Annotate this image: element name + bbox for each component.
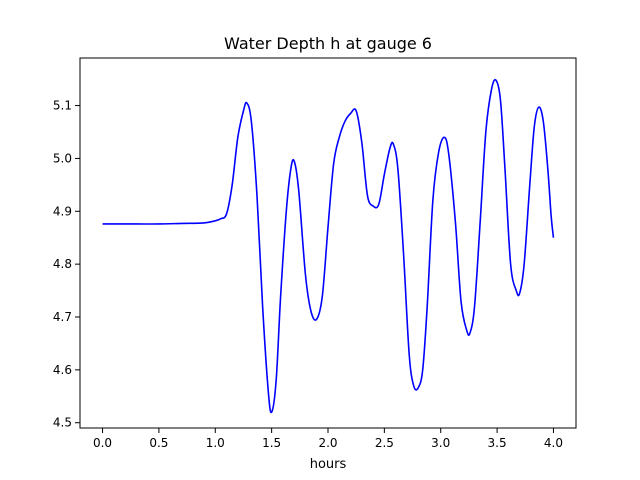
series-line-0 bbox=[102, 78, 555, 414]
x-tick-label: 1.0 bbox=[206, 436, 225, 450]
y-tick-label: 4.5 bbox=[53, 416, 72, 430]
x-tick-label: 3.5 bbox=[488, 436, 507, 450]
y-tick-label: 4.7 bbox=[53, 310, 72, 324]
x-tick-label: 0.5 bbox=[149, 436, 168, 450]
y-tick-label: 4.9 bbox=[53, 204, 72, 218]
chart-title: Water Depth h at gauge 6 bbox=[224, 34, 432, 53]
x-tick-label: 0.0 bbox=[93, 436, 112, 450]
plot-area: 0.0 0.5 1.0 1.5 2.0 2.5 3.0 3.5 4.0 4.5 4.6 4.7 4.8 4… bbox=[53, 78, 563, 450]
x-tick-label: 4.0 bbox=[544, 436, 563, 450]
x-tick-label: 2.5 bbox=[375, 436, 394, 450]
y-tick-label: 5.1 bbox=[53, 99, 72, 113]
x-tick-label: 3.0 bbox=[431, 436, 450, 450]
x-tick-label: 1.5 bbox=[262, 436, 281, 450]
y-tick-label: 4.6 bbox=[53, 363, 72, 377]
axes-frame bbox=[79, 57, 577, 429]
y-tick-label: 5.0 bbox=[53, 151, 72, 165]
x-axis-label: hours bbox=[310, 457, 347, 472]
x-tick-label: 2.0 bbox=[318, 436, 337, 450]
y-tick-label: 4.8 bbox=[53, 257, 72, 271]
